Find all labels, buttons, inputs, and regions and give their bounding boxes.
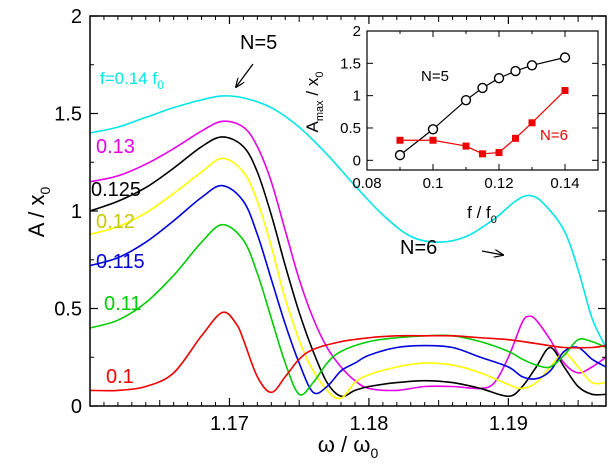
main-ticks-group: 1.17 1.18 1.19 0 0.5 1 1.5 2: [54, 6, 606, 435]
main-x-axis-label: ω / ω0: [318, 432, 379, 461]
inset-point-n6: [561, 86, 569, 94]
inset-point-n6: [429, 136, 437, 144]
inset-point-n5: [526, 60, 538, 71]
main-series-group: [90, 95, 606, 400]
y-tick-label: 0: [71, 396, 82, 418]
y-tick-label: 0.5: [54, 299, 82, 321]
annotation-n6-arrow: [481, 251, 503, 255]
series-label-0-115: 0.115: [96, 251, 145, 273]
series-label-0-1: 0.1: [106, 366, 134, 388]
inset-x-tick-label: 0.08: [352, 175, 381, 192]
inset-y-tick-label: 2: [353, 23, 361, 40]
inset-series-group: [394, 52, 571, 161]
inset-y-tick-label: 1: [353, 88, 361, 105]
annotation-n5: N=5: [240, 32, 277, 54]
inset-plot-frame: [366, 30, 599, 171]
x-tick-label: 1.17: [210, 413, 249, 435]
inset-background: [367, 31, 598, 170]
inset-point-n5: [477, 82, 488, 94]
inset-x-tick-label: 0.12: [484, 175, 513, 192]
series-label-0-12: 0.12: [96, 211, 135, 233]
inset-y-tick-label: 0: [353, 152, 361, 169]
inset-point-n5: [394, 149, 406, 161]
inset-point-n6: [396, 136, 404, 144]
inset-legend-n5: N=5: [421, 68, 449, 85]
main-y-axis-label: A / x0: [24, 187, 53, 238]
y-tick-label: 2: [71, 6, 82, 28]
inset-point-n6: [462, 142, 470, 150]
inset-point-n5: [493, 72, 505, 84]
series-line-4: [90, 184, 606, 395]
inset-y-axis-label: Amax / x0: [303, 72, 326, 133]
inset-y-tick-label: 1.5: [340, 55, 361, 72]
annotation-n6: N=6: [400, 237, 437, 259]
inset-point-n5: [460, 94, 472, 106]
x-tick-label: 1.19: [489, 413, 528, 435]
series-line-3: [90, 157, 606, 400]
inset-y-tick-label: 0.5: [340, 120, 361, 137]
x-tick-label: 1.18: [349, 413, 388, 435]
series-label-0-11: 0.11: [104, 293, 141, 315]
series-line-2: [90, 136, 606, 398]
inset-point-n5: [427, 124, 439, 135]
inset-point-n6: [479, 150, 486, 158]
inset-legend-n6: N=6: [540, 127, 568, 144]
inset-point-n6: [512, 134, 519, 142]
inset-x-tick-label: 0.1: [423, 175, 444, 192]
annotation-n5-arrow: [236, 63, 254, 87]
inset-ticks-group: 0.08 0.1 0.12 0.14 0 0.5 1 1.5 2: [340, 23, 598, 192]
inset-point-n6: [495, 149, 503, 157]
inset-point-n6: [528, 119, 536, 127]
series-line-1: [90, 120, 606, 392]
series-line-5: [90, 223, 606, 396]
series-line-6: [90, 311, 606, 394]
y-tick-label: 1.5: [54, 104, 82, 126]
inset-point-n5: [510, 65, 521, 77]
series-label-0-13: 0.13: [96, 136, 135, 158]
series-label-0-125: 0.125: [91, 179, 141, 201]
inset-x-tick-label: 0.14: [550, 175, 579, 192]
series-label-0-14: f=0.14 f0: [100, 69, 164, 92]
inset-x-axis-label: f / f0: [467, 203, 497, 226]
series-line-0: [90, 95, 606, 348]
y-tick-label: 1: [71, 201, 82, 223]
inset-point-n5: [559, 52, 571, 63]
